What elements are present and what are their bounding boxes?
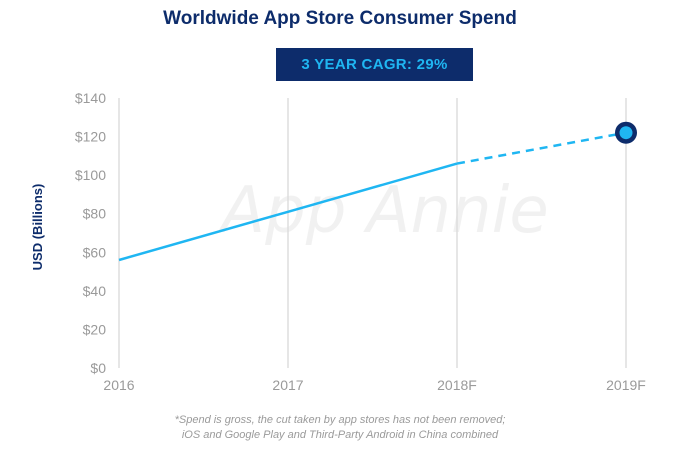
x-tick-label: 2018F bbox=[437, 377, 477, 393]
y-tick-label: $140 bbox=[75, 90, 106, 106]
watermark: App Annie bbox=[217, 174, 548, 248]
series-layer bbox=[118, 121, 637, 262]
footnote-line-2: iOS and Google Play and Third-Party Andr… bbox=[181, 429, 499, 441]
x-tick-label: 2017 bbox=[272, 377, 303, 393]
series-line-forecast bbox=[456, 131, 627, 165]
y-tick-label: $80 bbox=[83, 206, 107, 222]
y-tick-label: $100 bbox=[75, 167, 106, 183]
y-tick-label: $20 bbox=[83, 321, 107, 337]
footnote-line-1: *Spend is gross, the cut taken by app st… bbox=[174, 414, 506, 426]
highlight-point bbox=[619, 126, 633, 140]
x-tick-label: 2016 bbox=[103, 377, 134, 393]
chart-title: Worldwide App Store Consumer Spend bbox=[163, 8, 517, 29]
cagr-badge: 3 YEAR CAGR: 29% bbox=[276, 48, 473, 81]
y-tick-label: $120 bbox=[75, 129, 106, 145]
x-axis-ticks: 2016 2017 2018F 2019F bbox=[103, 377, 645, 393]
x-tick-label: 2019F bbox=[606, 377, 646, 393]
y-tick-label: $60 bbox=[83, 244, 107, 260]
line-chart: App Annie $0 $20 $40 $60 $80 $100 $120 $140 201… bbox=[30, 90, 646, 393]
y-axis-label: USD (Billions) bbox=[30, 184, 45, 271]
series-line-actual bbox=[118, 162, 458, 262]
y-tick-label: $40 bbox=[83, 283, 107, 299]
y-axis-ticks: $0 $20 $40 $60 $80 $100 $120 $140 bbox=[75, 90, 106, 376]
y-tick-label: $0 bbox=[90, 360, 106, 376]
